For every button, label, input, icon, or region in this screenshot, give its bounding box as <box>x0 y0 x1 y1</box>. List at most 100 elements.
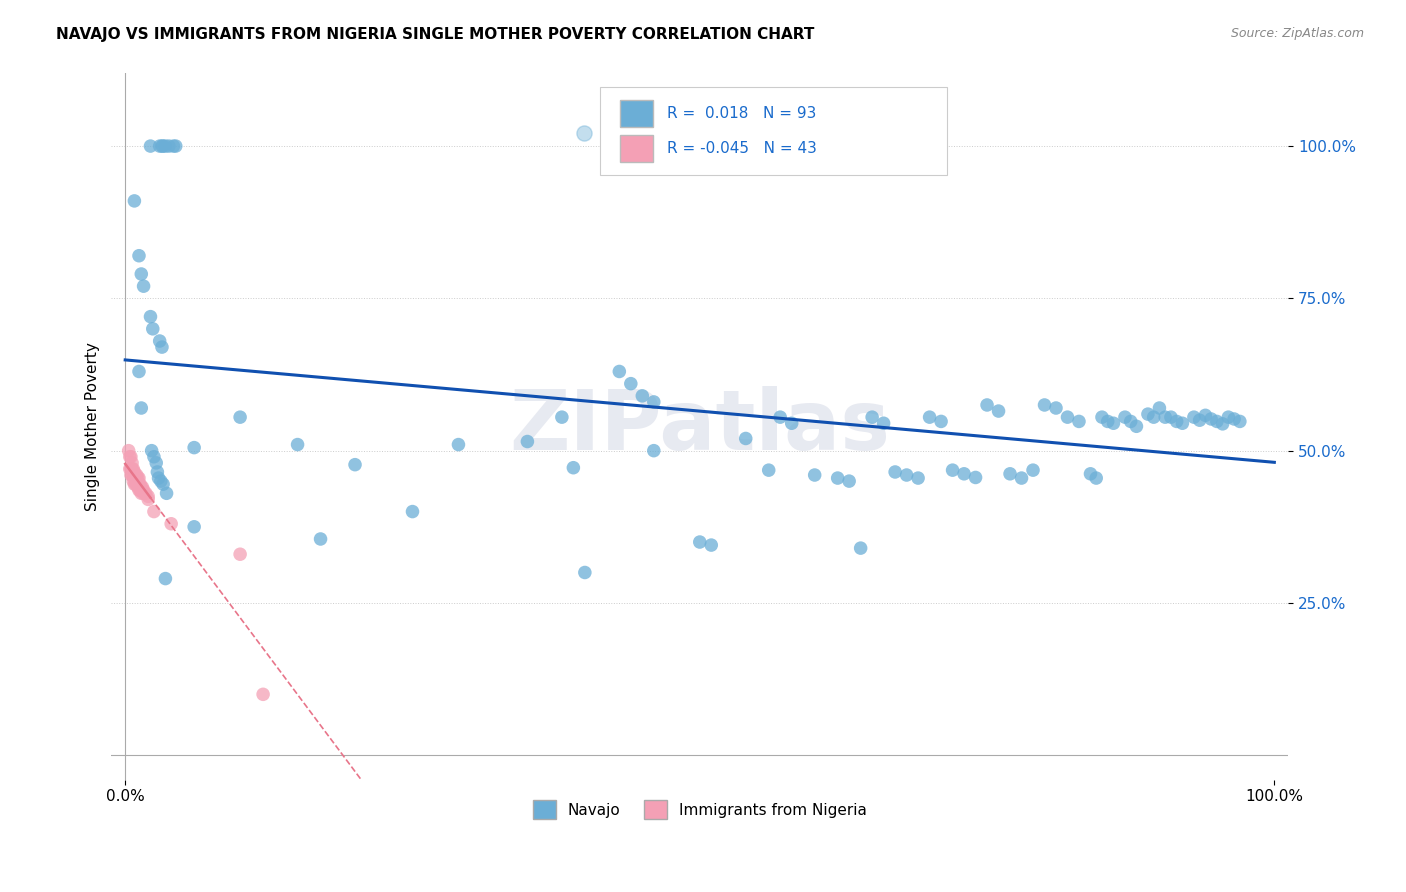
Point <box>918 410 941 425</box>
Point <box>128 471 150 485</box>
Point <box>150 139 173 153</box>
Point <box>987 404 1010 418</box>
Point <box>1171 416 1194 430</box>
Point <box>127 477 149 491</box>
Point <box>1056 410 1078 425</box>
Point <box>1085 471 1108 485</box>
Text: NAVAJO VS IMMIGRANTS FROM NIGERIA SINGLE MOTHER POVERTY CORRELATION CHART: NAVAJO VS IMMIGRANTS FROM NIGERIA SINGLE… <box>56 27 814 42</box>
Point <box>1097 414 1119 428</box>
Text: R =  0.018   N = 93: R = 0.018 N = 93 <box>666 106 817 120</box>
Point <box>129 486 152 500</box>
Point <box>129 477 152 491</box>
Point <box>132 486 155 500</box>
Point <box>128 249 150 263</box>
Point <box>1045 401 1067 415</box>
Point <box>252 687 274 701</box>
Point <box>942 463 965 477</box>
Point <box>401 505 423 519</box>
Point <box>907 471 929 485</box>
Point <box>1143 410 1166 425</box>
Point <box>122 462 145 476</box>
Point <box>1199 412 1222 426</box>
Point <box>849 541 872 555</box>
Point <box>929 414 952 428</box>
Point <box>1033 398 1056 412</box>
Point <box>872 416 894 430</box>
Point <box>120 462 142 476</box>
Point <box>135 486 157 500</box>
FancyBboxPatch shape <box>600 87 946 176</box>
Point <box>620 376 643 391</box>
Text: Source: ZipAtlas.com: Source: ZipAtlas.com <box>1230 27 1364 40</box>
Point <box>1080 467 1102 481</box>
Point <box>129 401 152 415</box>
Point <box>998 467 1021 481</box>
Point <box>827 471 849 485</box>
Point <box>965 470 987 484</box>
Point <box>124 477 146 491</box>
Point <box>124 468 146 483</box>
Point <box>149 139 172 153</box>
Point <box>121 468 143 483</box>
Point <box>139 310 162 324</box>
Point <box>125 477 148 491</box>
Point <box>121 462 143 476</box>
Point <box>1125 419 1147 434</box>
Point <box>287 437 309 451</box>
Point <box>121 456 143 470</box>
Point <box>127 471 149 485</box>
Point <box>769 410 792 425</box>
Point <box>128 483 150 498</box>
Point <box>155 486 177 500</box>
Point <box>309 532 332 546</box>
Point <box>157 139 180 153</box>
Point <box>1091 410 1114 425</box>
Point <box>1011 471 1033 485</box>
Point <box>1102 416 1125 430</box>
Point <box>976 398 998 412</box>
Point <box>1166 414 1188 428</box>
Point <box>149 474 172 488</box>
Point <box>780 416 803 430</box>
Point <box>1194 409 1216 423</box>
Point <box>124 465 146 479</box>
Point <box>128 364 150 378</box>
Point <box>132 483 155 498</box>
Point <box>117 443 139 458</box>
Point <box>148 471 170 485</box>
Point <box>132 279 155 293</box>
Point <box>124 477 146 491</box>
Point <box>758 463 780 477</box>
Point <box>125 468 148 483</box>
Point <box>122 468 145 483</box>
Point <box>122 474 145 488</box>
Point <box>1160 410 1182 425</box>
FancyBboxPatch shape <box>620 136 652 162</box>
Point <box>689 535 711 549</box>
Point <box>128 477 150 491</box>
Text: ZIPatlas: ZIPatlas <box>509 386 890 467</box>
Point <box>574 566 596 580</box>
Point <box>551 410 574 425</box>
Point <box>1067 414 1090 428</box>
Point <box>860 410 883 425</box>
Point <box>160 516 183 531</box>
Point <box>229 547 252 561</box>
Point <box>142 322 165 336</box>
Point <box>131 480 153 494</box>
Point <box>150 340 173 354</box>
Point <box>447 437 470 451</box>
Point <box>1223 412 1246 426</box>
Point <box>1229 414 1251 428</box>
Point <box>953 467 976 481</box>
Point <box>136 489 159 503</box>
Point <box>183 520 205 534</box>
Point <box>134 486 156 500</box>
Point <box>838 474 860 488</box>
Point <box>344 458 367 472</box>
Point <box>162 139 184 153</box>
Point <box>1022 463 1045 477</box>
Point <box>118 462 141 476</box>
Point <box>120 468 142 483</box>
Point <box>124 471 146 485</box>
